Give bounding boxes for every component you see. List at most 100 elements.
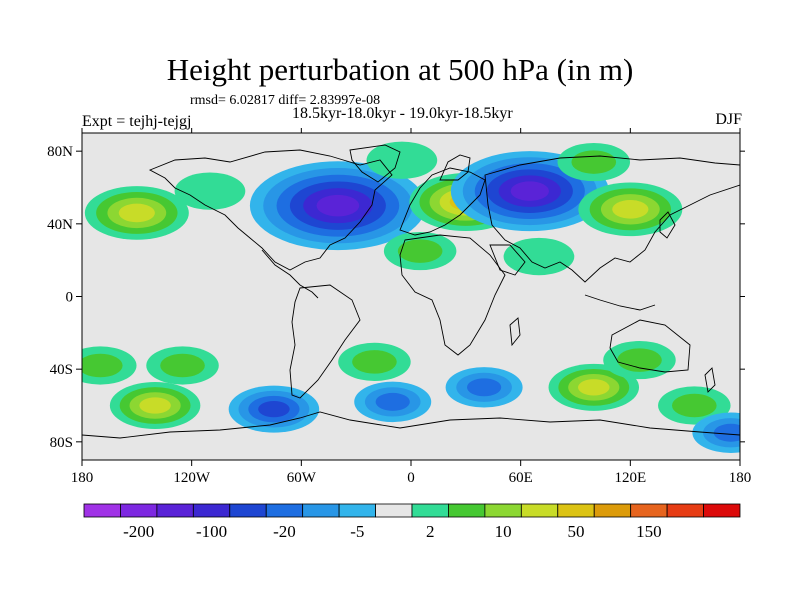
anomaly-center [578, 182, 683, 237]
anomaly-contour-neg-20 [258, 400, 290, 418]
anomaly-center [450, 151, 609, 232]
colorbar-swatch [192, 503, 231, 518]
x-tick-label: 120E [614, 470, 646, 486]
coastline-indonesia [584, 294, 656, 311]
coastline-new-zealand [704, 367, 716, 393]
anomaly-contour-neg-100 [316, 194, 360, 217]
coastline-north-america [148, 149, 393, 271]
anomaly-contour-pos-2 [366, 141, 438, 179]
colorbar-label: -20 [273, 522, 296, 541]
anomaly-center [445, 367, 523, 408]
colorbar-swatch [630, 503, 668, 518]
anomaly-center [354, 381, 432, 423]
coastline-antarctica [82, 411, 740, 439]
anomaly-contour-neg-10 [467, 378, 502, 397]
anomaly-contour-pos-5 [352, 350, 397, 374]
coastline-australia [609, 319, 691, 373]
coastline-japan [659, 211, 676, 239]
anomaly-center [503, 237, 575, 276]
anomaly-center [174, 172, 246, 210]
anomaly-contour-pos-20 [578, 379, 610, 396]
coastline-africa [399, 234, 506, 356]
colorbar-swatch [593, 503, 632, 518]
anomaly-contour-pos-5 [571, 150, 617, 174]
colorbar-swatch [83, 503, 121, 518]
anomaly-center [548, 363, 640, 411]
colorbar-swatch [302, 503, 340, 518]
anomaly-center [557, 142, 631, 182]
coastline-arabia [489, 244, 526, 276]
anomaly-center [84, 186, 189, 240]
coastline-asia [484, 155, 740, 283]
x-tick-label: 120W [173, 470, 211, 486]
coastlines [82, 144, 740, 439]
colorbar-swatch [338, 503, 376, 518]
y-tick-label: 0 [66, 290, 74, 306]
colorbar-swatch [229, 503, 267, 518]
x-tick-label: 180 [71, 470, 94, 486]
coastline-scandinavia [439, 154, 471, 181]
coastline-greenland [349, 144, 401, 183]
anomaly-contour-neg-10 [713, 423, 740, 442]
y-tick-label: 40N [47, 217, 73, 233]
anomaly-center [109, 382, 201, 429]
anomaly-center [146, 346, 219, 385]
anomaly-center [338, 342, 411, 381]
anomaly-center [692, 412, 740, 453]
colorbar-swatch [448, 503, 486, 518]
anomaly-contour-pos-5 [671, 393, 717, 418]
colorbar-swatch [666, 503, 704, 518]
x-tick-label: 180 [729, 470, 752, 486]
anomaly-contour-pos-20 [612, 199, 649, 219]
y-tick-label: 40S [50, 362, 73, 378]
colorbar-swatch [265, 503, 304, 518]
colorbar-swatch [520, 503, 559, 518]
colorbar-label: 150 [636, 522, 662, 541]
colorbar-swatch [411, 503, 449, 518]
anomaly-center [228, 385, 320, 433]
anomaly-contour-pos-20 [118, 203, 155, 223]
experiment-label: Expt = tejhj-tejgj [82, 113, 192, 130]
anomaly-contour-pos-5 [397, 239, 443, 263]
x-tick-label: 0 [407, 470, 415, 486]
anomaly-contour-pos-5 [82, 353, 123, 378]
axes: 180 120W 60W 0 60E 120E 180 80N 40N 0 40S 80S [47, 128, 751, 486]
y-tick-label: 80N [47, 144, 73, 160]
colorbar-label: 10 [495, 522, 512, 541]
colorbar-label: 2 [426, 522, 435, 541]
chart-title: Height perturbation at 500 hPa (in m) [166, 52, 634, 87]
anomaly-contour-neg-100 [510, 181, 549, 201]
colorbar-swatch [557, 503, 595, 518]
anomaly-center [383, 231, 457, 271]
anomaly-contour-pos-5 [160, 353, 205, 378]
anomaly-center [82, 346, 137, 385]
colorbar-label: -100 [196, 522, 227, 541]
anomaly-center [603, 340, 676, 380]
colorbar-swatch [375, 503, 413, 518]
x-tick-label: 60W [287, 470, 317, 486]
coastline-europe [399, 167, 486, 236]
colorbar-label: -5 [350, 522, 364, 541]
anomaly-center [366, 141, 438, 179]
coastline-south-america [289, 284, 361, 399]
colorbar-swatch [120, 503, 158, 518]
colorbar-swatch [156, 503, 194, 518]
anomaly-contour-pos-20 [139, 397, 171, 414]
anomaly-contour-pos-2 [174, 172, 246, 210]
colorbar: -200 -100 -20 -5 2 10 50 150 [83, 503, 741, 541]
colorbar-swatch [484, 503, 522, 518]
x-tick-label: 60E [509, 470, 533, 486]
season-label: DJF [715, 111, 742, 128]
anomaly-contour-pos-5 [617, 348, 662, 372]
coastline-madagascar [509, 317, 521, 347]
colorbar-label: 50 [568, 522, 585, 541]
y-tick-label: 80S [50, 435, 73, 451]
colorbar-label: -200 [123, 522, 154, 541]
anomaly-contour-pos-2 [503, 237, 575, 276]
colorbar-swatch [703, 503, 741, 518]
coastline-central-america [261, 249, 319, 299]
period-label: 18.5kyr-18.0kyr - 19.0kyr-18.5kyr [292, 105, 513, 122]
rmsd-stats: rmsd= 6.02817 diff= 2.83997e-08 [190, 93, 381, 108]
anomaly-contour-neg-10 [375, 392, 410, 411]
